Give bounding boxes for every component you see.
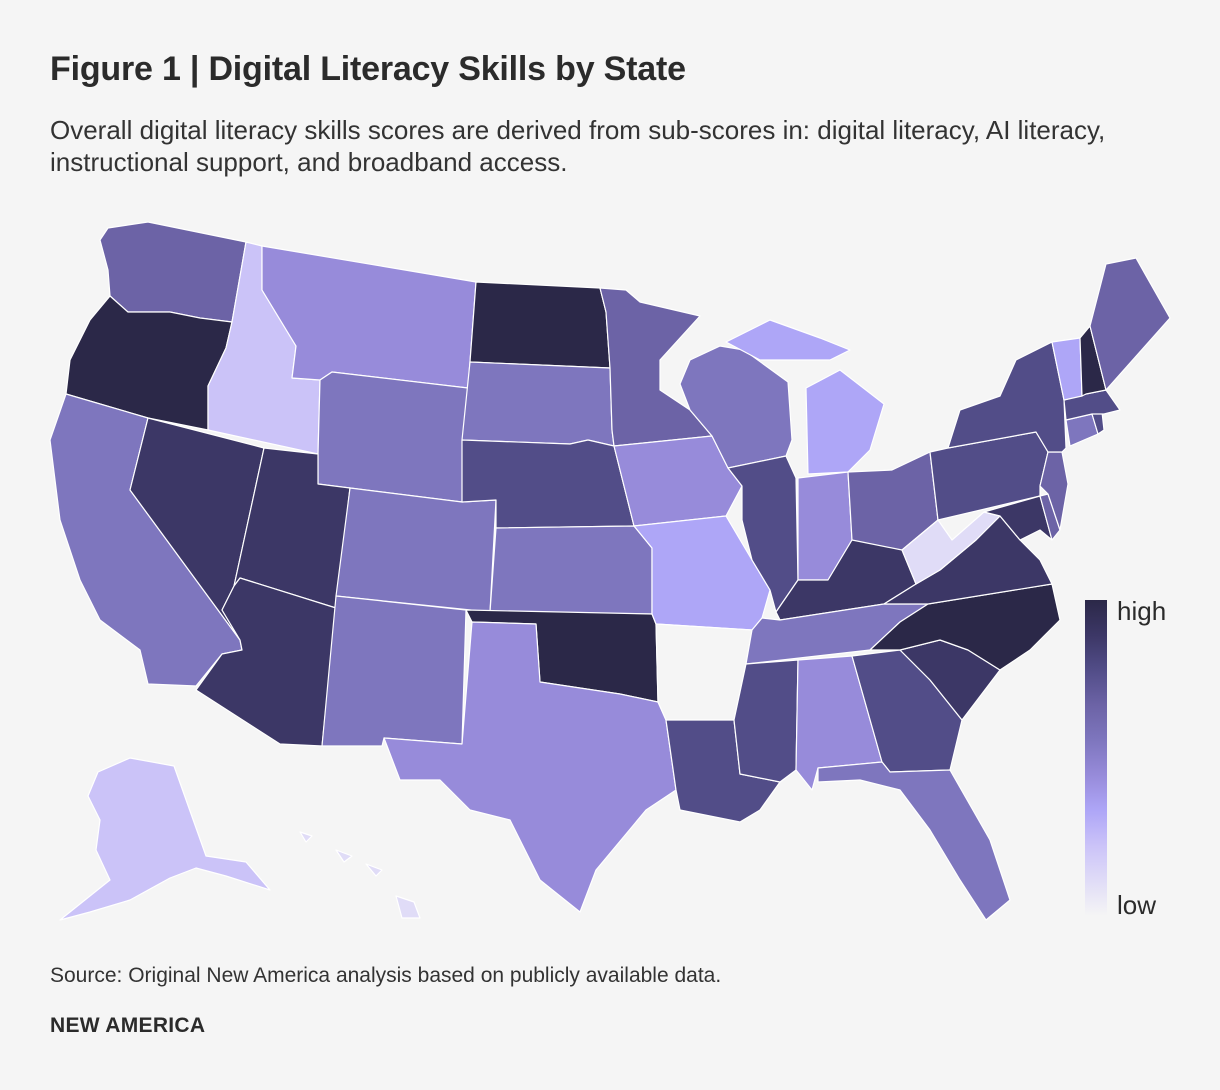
state-wy [317, 371, 469, 503]
state-ak [59, 757, 271, 921]
figure-title: Figure 1 | Digital Literacy Skills by St… [50, 50, 686, 88]
state-hi [299, 831, 421, 919]
state-me [1089, 257, 1171, 391]
state-tx [383, 621, 677, 913]
state-mt [261, 245, 477, 389]
state-nc [869, 583, 1061, 671]
state-nm [321, 595, 467, 747]
state-nh [1079, 325, 1107, 397]
state-fl [817, 761, 1011, 921]
legend-color-scale [1085, 600, 1107, 916]
legend-low-label: low [1117, 890, 1157, 920]
state-mi-upper [725, 319, 851, 361]
figure-subtitle: Overall digital literacy skills scores a… [50, 115, 1106, 177]
state-ks [489, 525, 653, 615]
legend-high-label: high [1117, 596, 1167, 626]
state-ms [733, 659, 799, 783]
brand-wordmark: NEW AMERICA [50, 1014, 206, 1037]
state-mi-lower [805, 369, 885, 475]
source-note: Source: Original New America analysis ba… [50, 964, 722, 987]
state-co [335, 487, 497, 613]
state-nd [469, 281, 611, 369]
state-il [727, 455, 799, 613]
state-ny [947, 341, 1067, 453]
state-sd [461, 361, 615, 447]
